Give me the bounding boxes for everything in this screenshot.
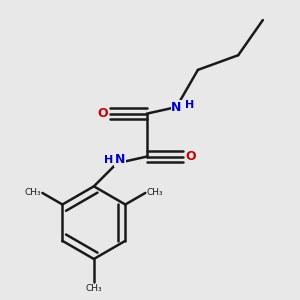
Text: N: N [115,153,125,167]
Text: CH₃: CH₃ [147,188,164,197]
Text: CH₃: CH₃ [85,284,102,293]
Text: H: H [104,155,113,165]
Text: N: N [171,100,182,114]
Text: O: O [185,150,196,163]
Text: O: O [98,107,108,120]
Text: H: H [185,100,194,110]
Text: CH₃: CH₃ [24,188,41,197]
